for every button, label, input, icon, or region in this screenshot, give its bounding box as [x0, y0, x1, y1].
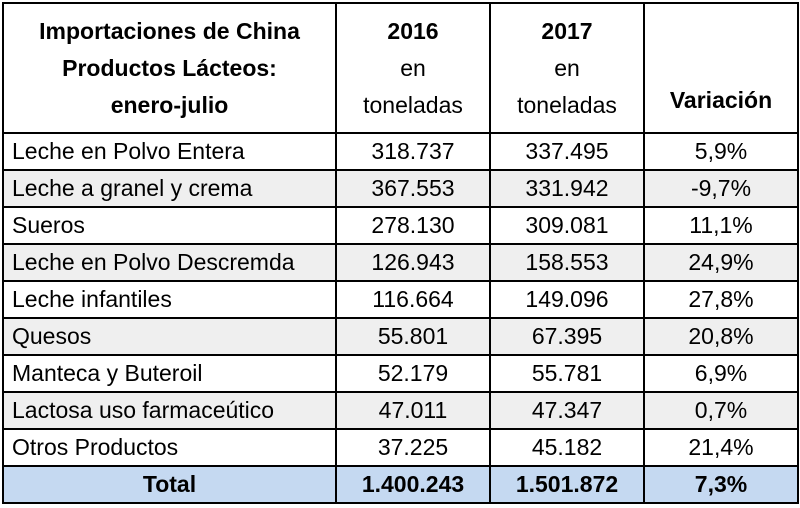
value-2016-cell: 278.130 — [335, 206, 491, 245]
title-line-1: Importaciones de China — [39, 17, 300, 44]
variation-cell: 21,4% — [643, 428, 799, 467]
value-2017-cell: 337.495 — [489, 132, 645, 171]
table-row: Leche en Polvo Entera 318.737 337.495 5,9% — [2, 132, 799, 171]
total-label-cell: Total — [2, 465, 337, 504]
value-2016-cell: 367.553 — [335, 169, 491, 208]
value-2017-cell: 55.781 — [489, 354, 645, 393]
header-row: Importaciones de China Productos Lácteos… — [2, 2, 799, 134]
unit-2016-line2: toneladas — [363, 91, 463, 118]
header-2017-cell: 2017 en toneladas — [489, 2, 645, 134]
table-row: Sueros 278.130 309.081 11,1% — [2, 206, 799, 245]
product-cell: Otros Productos — [2, 428, 337, 467]
variation-cell: 20,8% — [643, 317, 799, 356]
title-line-2: Productos Lácteos: — [62, 54, 277, 81]
product-cell: Leche en Polvo Descremda — [2, 243, 337, 282]
product-cell: Lactosa uso farmaceútico — [2, 391, 337, 430]
value-2017-cell: 331.942 — [489, 169, 645, 208]
variation-cell: -9,7% — [643, 169, 799, 208]
value-2016-cell: 55.801 — [335, 317, 491, 356]
variation-cell: 24,9% — [643, 243, 799, 282]
header-variation-cell: Variación — [643, 2, 799, 134]
table-row: Otros Productos 37.225 45.182 21,4% — [2, 428, 799, 467]
table-row: Leche a granel y crema 367.553 331.942 -9,7… — [2, 169, 799, 208]
variation-cell: 5,9% — [643, 132, 799, 171]
table-row: Quesos 55.801 67.395 20,8% — [2, 317, 799, 356]
table-row: Lactosa uso farmaceútico 47.011 47.347 0,7% — [2, 391, 799, 430]
table-row: Leche en Polvo Descremda 126.943 158.553 24… — [2, 243, 799, 282]
value-2016-cell: 318.737 — [335, 132, 491, 171]
year-2017: 2017 — [541, 17, 593, 44]
product-cell: Leche a granel y crema — [2, 169, 337, 208]
value-2017-cell: 158.553 — [489, 243, 645, 282]
title-line-3: enero-julio — [110, 91, 229, 118]
product-cell: Quesos — [2, 317, 337, 356]
total-2017-cell: 1.501.872 — [489, 465, 645, 504]
total-row: Total 1.400.243 1.501.872 7,3% — [2, 465, 799, 504]
unit-2017-line2: toneladas — [517, 91, 617, 118]
table-row: Leche infantiles 116.664 149.096 27,8% — [2, 280, 799, 319]
header-2016-cell: 2016 en toneladas — [335, 2, 491, 134]
product-cell: Manteca y Buteroil — [2, 354, 337, 393]
unit-2016-line1: en — [400, 54, 426, 81]
product-cell: Sueros — [2, 206, 337, 245]
table-row: Manteca y Buteroil 52.179 55.781 6,9% — [2, 354, 799, 393]
total-variation-cell: 7,3% — [643, 465, 799, 504]
variation-header: Variación — [669, 87, 773, 113]
total-2016-cell: 1.400.243 — [335, 465, 491, 504]
year-2016: 2016 — [387, 17, 439, 44]
value-2016-cell: 116.664 — [335, 280, 491, 319]
unit-2017-line1: en — [554, 54, 580, 81]
variation-cell: 0,7% — [643, 391, 799, 430]
value-2017-cell: 45.182 — [489, 428, 645, 467]
product-cell: Leche infantiles — [2, 280, 337, 319]
value-2017-cell: 309.081 — [489, 206, 645, 245]
value-2017-cell: 47.347 — [489, 391, 645, 430]
value-2016-cell: 37.225 — [335, 428, 491, 467]
value-2017-cell: 67.395 — [489, 317, 645, 356]
value-2017-cell: 149.096 — [489, 280, 645, 319]
header-title-cell: Importaciones de China Productos Lácteos… — [2, 2, 337, 134]
variation-cell: 6,9% — [643, 354, 799, 393]
value-2016-cell: 47.011 — [335, 391, 491, 430]
variation-cell: 11,1% — [643, 206, 799, 245]
value-2016-cell: 126.943 — [335, 243, 491, 282]
value-2016-cell: 52.179 — [335, 354, 491, 393]
variation-cell: 27,8% — [643, 280, 799, 319]
product-cell: Leche en Polvo Entera — [2, 132, 337, 171]
